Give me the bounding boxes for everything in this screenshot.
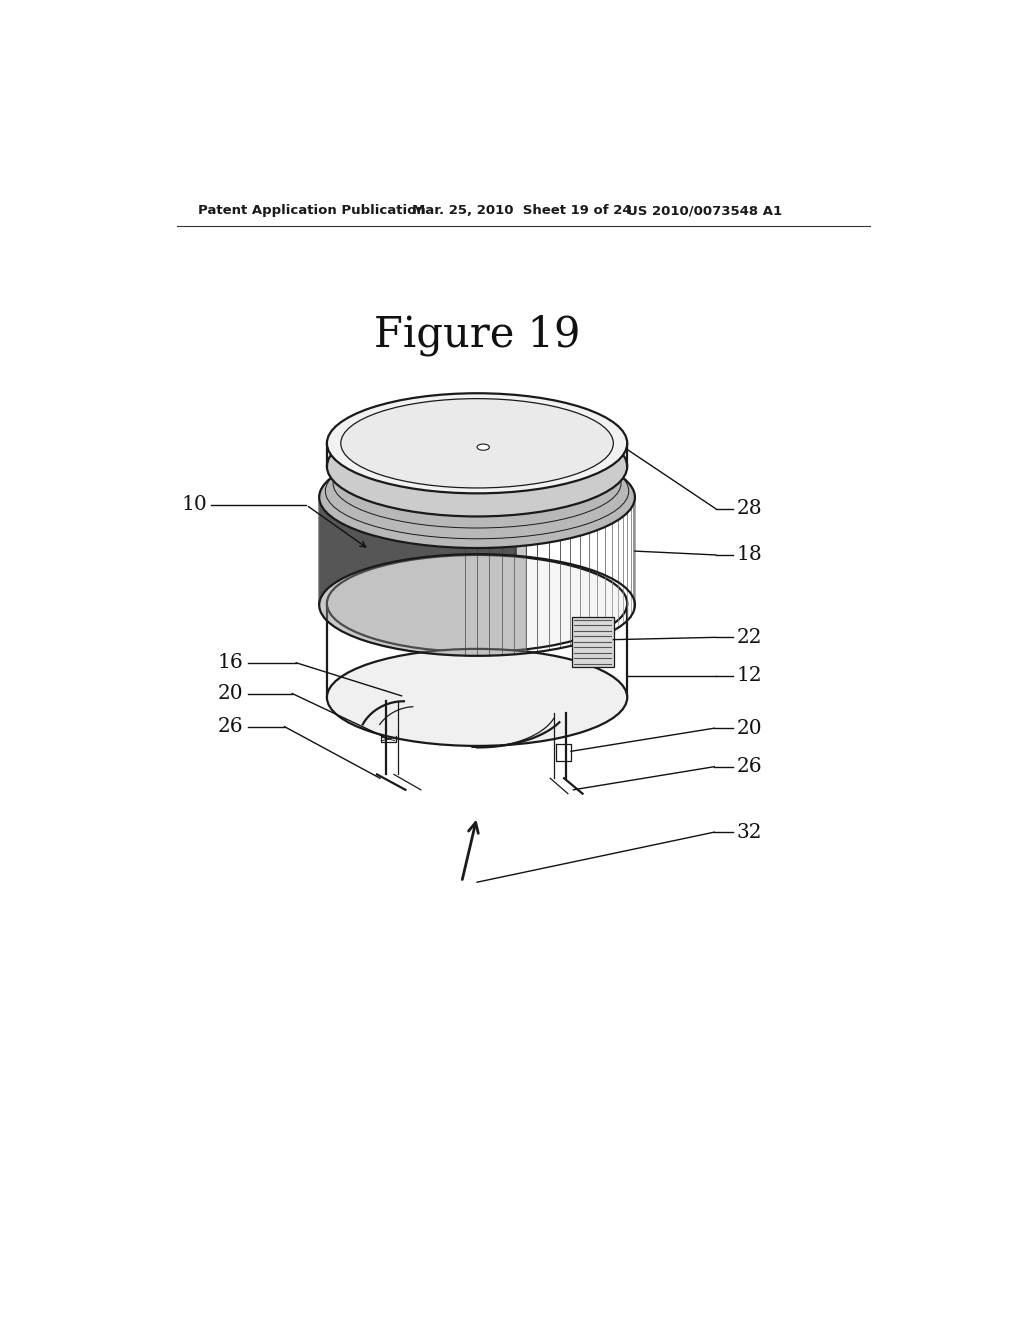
Ellipse shape [341,399,613,488]
Ellipse shape [477,444,489,450]
Ellipse shape [327,393,628,494]
Polygon shape [319,446,516,605]
Bar [571,616,614,667]
Text: 26: 26 [218,717,244,737]
Text: Figure 19: Figure 19 [374,314,581,356]
Text: 22: 22 [736,628,762,647]
Text: 18: 18 [736,545,762,565]
Ellipse shape [319,446,635,548]
Text: 20: 20 [218,684,244,704]
Text: 10: 10 [182,495,208,515]
Text: 26: 26 [736,758,762,776]
Text: 16: 16 [218,653,244,672]
Text: Mar. 25, 2010  Sheet 19 of 24: Mar. 25, 2010 Sheet 19 of 24 [412,205,631,218]
Polygon shape [319,498,526,656]
Text: US 2010/0073548 A1: US 2010/0073548 A1 [628,205,782,218]
Ellipse shape [327,554,628,652]
Text: 20: 20 [736,718,762,738]
Ellipse shape [327,649,628,746]
Ellipse shape [327,416,628,516]
Text: Patent Application Publication: Patent Application Publication [199,205,426,218]
Text: 12: 12 [736,667,762,685]
Text: 32: 32 [736,822,762,842]
Text: 28: 28 [736,499,762,519]
